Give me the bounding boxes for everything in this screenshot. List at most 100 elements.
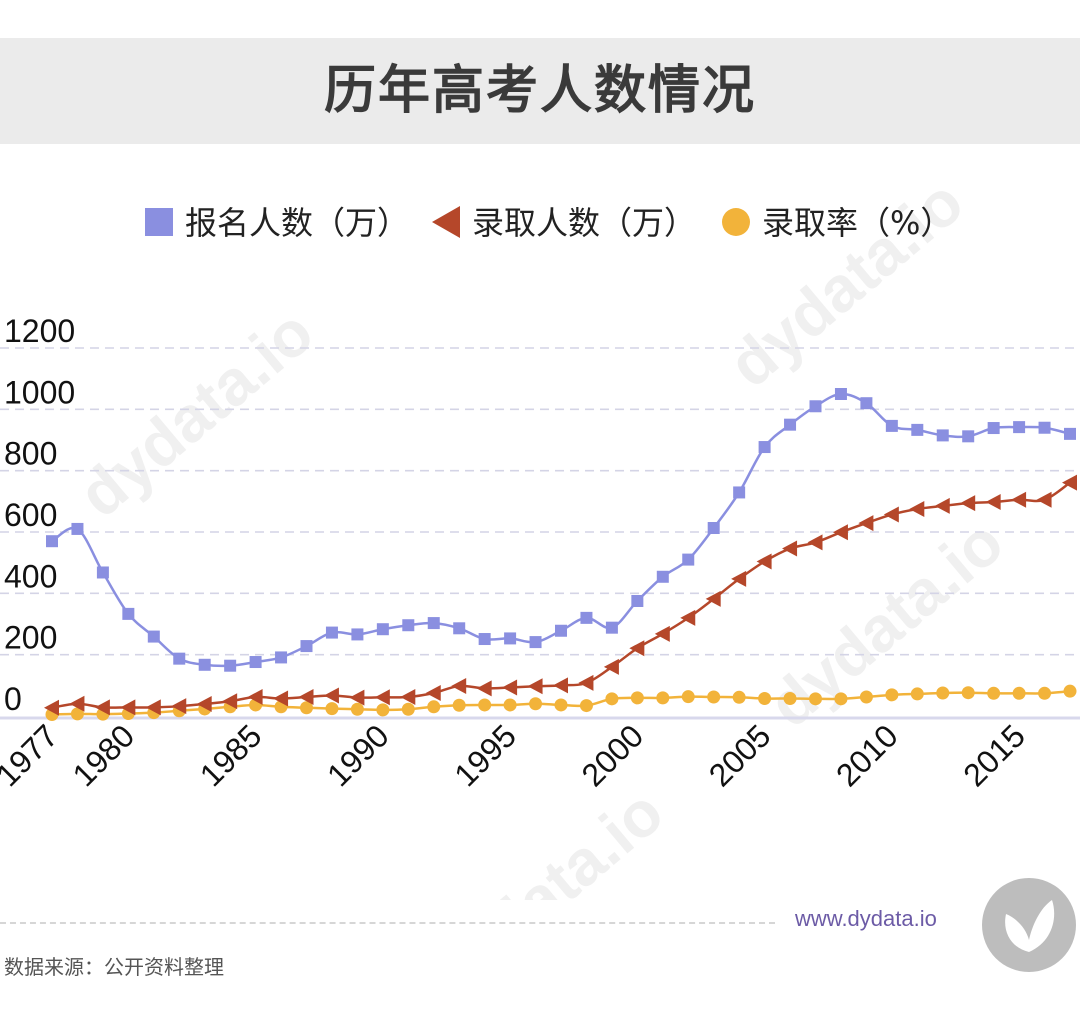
data-point-rate: [325, 702, 339, 716]
dydata-logo: [982, 878, 1076, 972]
data-point-admitted: [1011, 491, 1027, 508]
data-point-admitted: [323, 687, 339, 704]
data-point-applicants: [834, 388, 847, 400]
data-point-applicants: [682, 553, 695, 566]
data-point-admitted: [960, 495, 976, 512]
data-point-applicants: [529, 636, 542, 649]
data-point-rate: [478, 698, 492, 712]
data-point-admitted: [654, 625, 670, 642]
data-point-applicants: [936, 429, 949, 442]
data-point-rate: [885, 688, 899, 702]
y-tick-label: 800: [4, 436, 57, 472]
y-tick-label: 0: [4, 681, 22, 717]
data-point-rate: [452, 698, 466, 712]
data-point-rate: [783, 692, 797, 706]
data-point-applicants: [631, 595, 644, 607]
data-point-admitted: [680, 609, 696, 626]
data-point-rate: [707, 690, 721, 704]
data-point-rate: [681, 690, 695, 704]
data-point-applicants: [758, 441, 771, 454]
data-point-applicants: [987, 422, 1000, 435]
data-point-admitted: [553, 677, 568, 694]
data-point-applicants: [351, 628, 364, 641]
legend-swatch-rate: [722, 208, 750, 236]
data-point-rate: [961, 686, 975, 700]
watermark-text: dydata.io: [715, 165, 976, 401]
legend-swatch-admitted: [432, 206, 460, 238]
data-point-rate: [1038, 686, 1052, 700]
title-band: 历年高考人数情况: [0, 38, 1080, 144]
data-point-admitted: [782, 540, 798, 557]
data-point-admitted: [247, 688, 263, 705]
data-point-rate: [70, 707, 84, 721]
data-point-rate: [554, 698, 568, 712]
data-point-applicants: [376, 623, 389, 636]
data-point-applicants: [580, 611, 593, 624]
chart-title: 历年高考人数情况: [323, 61, 756, 121]
x-tick-label: 1990: [320, 717, 396, 793]
data-point-applicants: [478, 633, 491, 646]
data-point-admitted: [629, 640, 645, 657]
data-point-applicants: [71, 522, 84, 535]
data-point-rate: [579, 699, 593, 713]
data-point-applicants: [504, 632, 517, 645]
data-point-applicants: [885, 419, 898, 432]
x-tick-label: 2010: [829, 717, 905, 793]
legend-label: 报名人数（万）: [185, 204, 409, 242]
data-point-applicants: [46, 535, 58, 548]
data-point-admitted: [705, 590, 721, 607]
legend-label: 录取人数（万）: [472, 204, 696, 242]
data-point-admitted: [196, 696, 212, 713]
butterfly-logo-icon: [1005, 900, 1055, 952]
data-point-applicants: [555, 624, 567, 637]
data-point-admitted: [578, 674, 594, 691]
data-point-applicants: [198, 658, 211, 671]
data-point-admitted: [451, 677, 467, 694]
data-point-applicants: [605, 621, 618, 634]
data-point-admitted: [909, 501, 925, 517]
data-point-admitted: [298, 688, 314, 705]
data-point-admitted: [883, 506, 899, 523]
data-point-applicants: [453, 622, 466, 635]
data-point-admitted: [349, 689, 365, 706]
data-point-admitted: [934, 497, 950, 514]
data-point-admitted: [69, 695, 85, 712]
data-point-admitted: [425, 685, 441, 701]
data-point-admitted: [1036, 491, 1052, 508]
data-point-admitted: [527, 678, 543, 695]
data-source-note: 数据来源：公开资料整理: [4, 955, 224, 979]
data-point-admitted: [94, 699, 110, 716]
x-tick-label: 1985: [193, 717, 269, 793]
data-point-rate: [529, 697, 543, 711]
watermark-text: dydata.io: [755, 505, 1016, 741]
website-label[interactable]: www.dydata.io: [795, 906, 937, 931]
x-tick-label: 2000: [575, 717, 651, 793]
data-point-rate: [401, 702, 415, 716]
data-point-rate: [1063, 684, 1077, 698]
data-point-applicants: [962, 430, 975, 443]
y-tick-label: 200: [4, 620, 57, 656]
data-point-applicants: [809, 400, 822, 413]
data-point-admitted: [1062, 474, 1077, 491]
data-point-rate: [758, 692, 772, 706]
data-point-rate: [630, 691, 644, 705]
x-tick-label: 1980: [66, 717, 142, 793]
data-point-rate: [834, 692, 848, 706]
data-point-admitted: [731, 570, 747, 587]
data-point-admitted: [400, 688, 416, 705]
data-point-applicants: [1064, 427, 1076, 440]
y-tick-label: 1000: [4, 374, 75, 410]
watermark-text: dydata.io: [65, 295, 326, 531]
y-tick-label: 400: [4, 558, 57, 594]
data-point-applicants: [784, 418, 797, 431]
data-point-applicants: [173, 652, 186, 665]
data-point-rate: [809, 692, 822, 706]
data-point-admitted: [145, 699, 161, 716]
data-point-admitted: [44, 699, 59, 716]
data-point-admitted: [476, 680, 492, 697]
data-point-admitted: [502, 679, 518, 696]
data-point-rate: [376, 703, 390, 717]
data-point-applicants: [656, 570, 669, 583]
data-point-applicants: [275, 651, 288, 664]
data-point-applicants: [911, 423, 924, 436]
